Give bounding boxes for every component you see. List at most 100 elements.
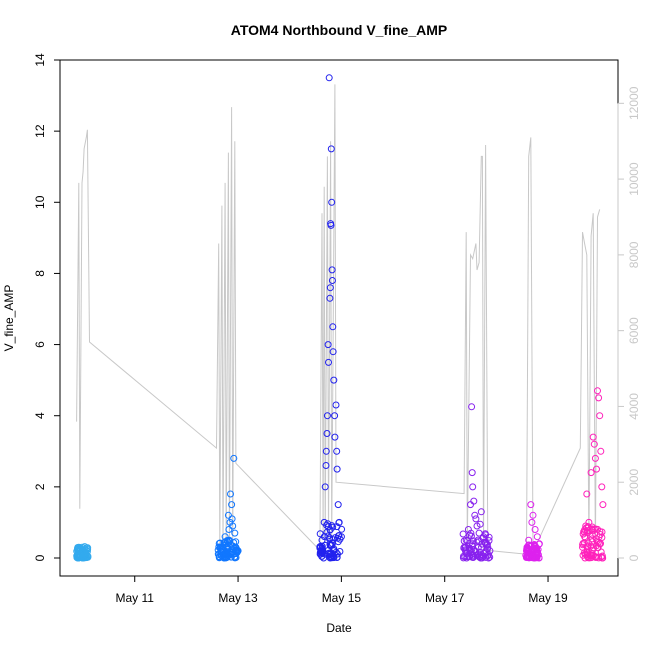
cluster-point — [579, 541, 587, 549]
y2-tick-label: 0 — [627, 554, 641, 561]
data-point — [217, 547, 225, 555]
data-point — [593, 465, 600, 473]
data-point — [528, 518, 536, 526]
data-point — [486, 547, 494, 555]
data-point — [579, 543, 586, 551]
cluster-point — [318, 552, 326, 560]
data-point — [596, 412, 604, 420]
data-point — [480, 533, 487, 541]
data-point — [523, 547, 530, 555]
cluster-point — [463, 553, 471, 561]
cluster-point — [333, 553, 341, 561]
data-point — [581, 533, 589, 541]
data-point — [598, 483, 606, 491]
data-point — [328, 198, 336, 206]
data-point — [594, 387, 601, 395]
data-point — [484, 543, 492, 551]
data-point — [468, 403, 476, 411]
data-point — [327, 145, 335, 153]
data-point — [327, 221, 335, 229]
data-point — [597, 447, 605, 455]
data-point — [322, 462, 330, 469]
y-tick-label: 14 — [33, 53, 47, 67]
data-point — [233, 549, 241, 557]
data-point — [331, 412, 339, 420]
data-point — [462, 536, 470, 544]
y2-tick-label: 4000 — [627, 393, 641, 420]
x-tick-label: May 13 — [218, 591, 258, 605]
data-point — [228, 501, 236, 509]
data-point — [595, 394, 603, 402]
y-tick-label: 12 — [33, 124, 47, 138]
data-point — [472, 515, 480, 523]
data-point — [482, 540, 490, 548]
cluster-point — [338, 525, 346, 533]
data-point — [589, 433, 597, 441]
data-point — [320, 518, 328, 526]
data-point — [79, 547, 87, 555]
data-point — [533, 533, 541, 541]
y-tick-label: 8 — [33, 270, 47, 277]
data-point — [591, 454, 599, 462]
y-tick-label: 6 — [33, 341, 47, 348]
cluster-point — [328, 522, 336, 530]
data-point — [230, 454, 238, 462]
cluster-point — [530, 541, 538, 548]
data-point — [326, 284, 334, 292]
y-tick-label: 4 — [33, 412, 47, 419]
data-point — [75, 551, 83, 559]
plot-area — [59, 59, 619, 577]
data-point — [325, 358, 332, 366]
data-point — [333, 465, 341, 473]
data-point — [332, 401, 340, 409]
data-point — [529, 511, 537, 519]
data-point — [328, 266, 336, 274]
cluster-point — [325, 549, 333, 557]
x-tick-label: May 15 — [322, 591, 362, 605]
y2-tick-label: 8000 — [627, 241, 641, 268]
data-point — [331, 433, 339, 441]
data-point — [322, 447, 330, 455]
data-point — [221, 533, 229, 541]
data-point — [329, 323, 337, 331]
data-point — [464, 526, 472, 533]
data-point — [460, 543, 468, 551]
cluster-point — [324, 532, 332, 540]
data-point — [329, 348, 337, 356]
y-axis-label: V_fine_AMP — [2, 285, 16, 352]
cluster-point — [581, 550, 589, 558]
data-point — [325, 74, 333, 82]
cluster-point — [461, 553, 469, 561]
data-point — [599, 501, 607, 509]
data-point — [475, 529, 483, 537]
y2-tick-label: 12000 — [627, 86, 641, 120]
cluster-point — [466, 553, 473, 561]
cluster-point — [326, 540, 334, 548]
data-point — [225, 536, 233, 544]
x-axis-label: Date — [326, 621, 352, 635]
data-point — [582, 522, 590, 530]
cluster-point — [592, 554, 600, 561]
cluster-point — [334, 534, 341, 542]
data-point — [316, 543, 324, 551]
cluster-point — [597, 553, 605, 561]
data-point — [471, 511, 479, 519]
data-point — [321, 483, 329, 491]
x-axis: May 11 May 13 May 15 May 17 May 19 — [115, 575, 568, 605]
data-point — [335, 518, 343, 526]
data-point — [323, 430, 331, 437]
data-point — [337, 533, 345, 541]
data-point — [467, 501, 474, 509]
data-point — [333, 447, 341, 455]
data-point — [231, 529, 239, 537]
secondary-series-line — [76, 84, 601, 555]
data-point — [470, 497, 478, 505]
data-point — [81, 543, 89, 551]
cluster-point — [326, 526, 334, 534]
y-axis-right: 0 2000 4000 6000 8000 10000 12000 — [617, 86, 641, 561]
data-point — [535, 540, 543, 548]
data-point — [324, 341, 332, 349]
cluster-point — [216, 544, 224, 552]
cluster-point — [459, 530, 467, 538]
data-point — [525, 536, 533, 544]
